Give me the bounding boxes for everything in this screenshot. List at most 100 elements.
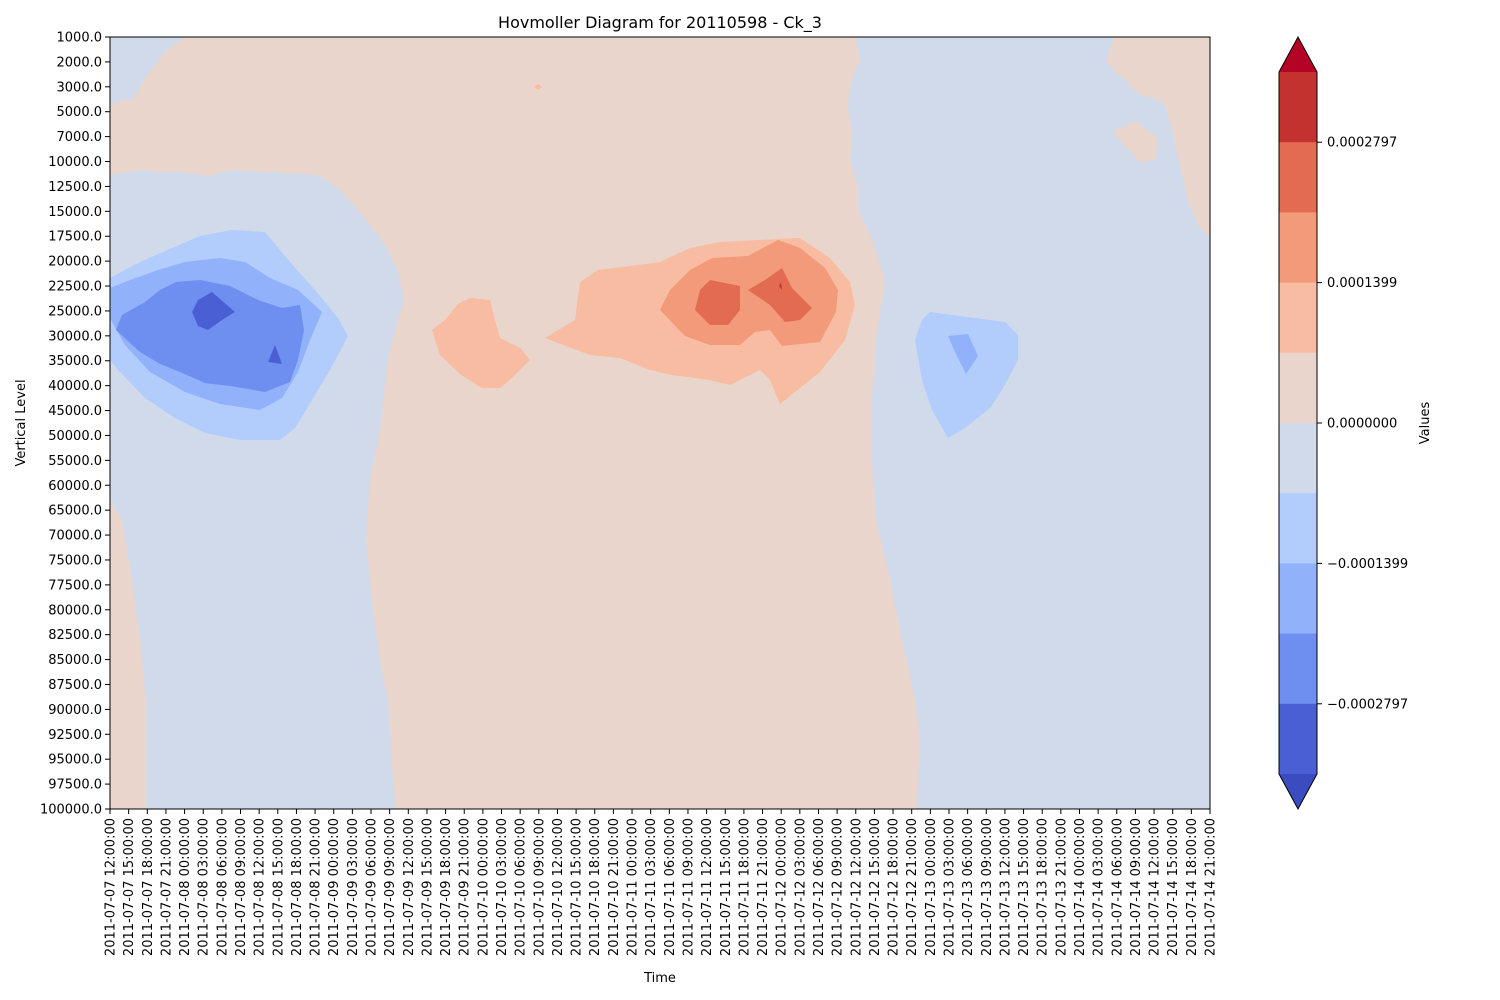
colorbar-tick-label: 0.0001399 (1327, 276, 1397, 291)
x-tick-label: 2011-07-14 12:00:00 (1148, 818, 1163, 956)
x-tick-label: 2011-07-13 00:00:00 (924, 818, 939, 956)
y-tick-label: 12500.0 (48, 180, 102, 195)
y-tick-label: 25000.0 (48, 304, 102, 319)
y-tick-label: 7000.0 (57, 130, 103, 145)
x-tick-label: 2011-07-09 18:00:00 (439, 818, 454, 956)
x-tick-label: 2011-07-13 06:00:00 (961, 818, 976, 956)
colorbar-outline (1278, 35, 1318, 811)
x-tick-label: 2011-07-10 18:00:00 (588, 818, 603, 956)
y-tick-label: 40000.0 (48, 379, 102, 394)
y-tick-label: 87500.0 (48, 678, 102, 693)
x-tick-label: 2011-07-11 12:00:00 (700, 818, 715, 956)
x-tick-label: 2011-07-10 03:00:00 (495, 818, 510, 956)
x-axis-label: Time (643, 971, 676, 986)
y-tick-label: 15000.0 (48, 205, 102, 220)
x-tick-label: 2011-07-12 18:00:00 (887, 818, 902, 956)
colorbar-segment (1279, 352, 1317, 424)
contour-band-slightly-positive-center (128, 37, 920, 809)
colorbar-extend-low (1279, 774, 1317, 809)
y-tick-label: 75000.0 (48, 553, 102, 568)
x-tick-label: 2011-07-14 21:00:00 (1204, 818, 1219, 956)
contour-band-positive-3-left (695, 280, 740, 325)
y-tick-label: 45000.0 (48, 404, 102, 419)
y-axis: 1000.0 2000.0 3000.0 5000.0 7000.0 10000.0 125… (40, 31, 110, 818)
y-tick-label: 17500.0 (48, 230, 102, 245)
plot-frame (109, 36, 1211, 810)
x-tick-label: 2011-07-14 15:00:00 (1166, 818, 1181, 956)
x-tick-label: 2011-07-11 09:00:00 (681, 818, 696, 956)
x-tick-label: 2011-07-08 00:00:00 (178, 818, 193, 956)
x-tick-label: 2011-07-09 03:00:00 (346, 818, 361, 956)
x-tick-label: 2011-07-08 06:00:00 (215, 818, 230, 956)
y-tick-label: 92500.0 (48, 728, 102, 743)
colorbar-extend-high (1279, 37, 1317, 72)
x-tick-label: 2011-07-09 12:00:00 (402, 818, 417, 956)
x-tick-label: 2011-07-07 21:00:00 (159, 818, 174, 956)
x-tick-label: 2011-07-10 09:00:00 (532, 818, 547, 956)
x-tick-label: 2011-07-10 06:00:00 (514, 818, 529, 956)
x-tick-label: 2011-07-10 12:00:00 (551, 818, 566, 956)
contour-band-positive-1-dot (534, 84, 542, 90)
contour-band-negative-3 (116, 280, 304, 392)
y-tick-label: 50000.0 (48, 429, 102, 444)
x-tick-label: 2011-07-13 21:00:00 (1054, 818, 1069, 956)
colorbar: 0.0002797 0.0001399 0.0000000 −0.0001399 −0.… (1278, 35, 1408, 811)
colorbar-tick-label: −0.0002797 (1327, 697, 1408, 712)
x-tick-label: 2011-07-08 21:00:00 (309, 818, 324, 956)
y-tick-label: 5000.0 (57, 105, 103, 120)
colorbar-segment (1279, 703, 1317, 775)
contour-plot-area (110, 37, 1210, 809)
colorbar-segment (1279, 142, 1317, 213)
x-tick-label: 2011-07-10 00:00:00 (476, 818, 491, 956)
x-tick-label: 2011-07-10 15:00:00 (570, 818, 585, 956)
x-tick-label: 2011-07-12 06:00:00 (812, 818, 827, 956)
colorbar-label: Values (1418, 402, 1433, 445)
y-tick-label: 90000.0 (48, 703, 102, 718)
x-tick-label: 2011-07-11 18:00:00 (737, 818, 752, 956)
y-tick-label: 100000.0 (40, 803, 102, 818)
x-tick-label: 2011-07-11 03:00:00 (644, 818, 659, 956)
y-tick-label: 30000.0 (48, 329, 102, 344)
y-tick-label: 77500.0 (48, 578, 102, 593)
x-tick-label: 2011-07-07 15:00:00 (122, 818, 137, 956)
x-tick-label: 2011-07-08 15:00:00 (271, 818, 286, 956)
x-tick-label: 2011-07-12 09:00:00 (831, 818, 846, 956)
x-tick-label: 2011-07-11 21:00:00 (756, 818, 771, 956)
x-tick-label: 2011-07-08 12:00:00 (253, 818, 268, 956)
colorbar-tick-label: 0.0002797 (1327, 136, 1397, 151)
x-tick-label: 2011-07-12 12:00:00 (849, 818, 864, 956)
x-tick-label: 2011-07-13 18:00:00 (1036, 818, 1051, 956)
x-tick-label: 2011-07-09 00:00:00 (327, 818, 342, 956)
contour-band-slightly-positive-right (1106, 37, 1210, 238)
contour-band-negative-4-small (268, 345, 282, 364)
colorbar-segment (1279, 423, 1317, 494)
x-tick-label: 2011-07-08 09:00:00 (234, 818, 249, 956)
x-tick-label: 2011-07-09 09:00:00 (383, 818, 398, 956)
contour-band-slightly-positive-top-left (110, 100, 140, 175)
colorbar-segment (1279, 633, 1317, 705)
x-tick-label: 2011-07-07 12:00:00 (104, 818, 119, 956)
x-axis: 2011-07-07 12:00:00 2011-07-07 15:00:00 20… (104, 809, 1219, 956)
contour-band-slightly-positive-bottom-left (110, 500, 146, 809)
colorbar-tick-label: −0.0001399 (1327, 557, 1408, 572)
y-tick-label: 1000.0 (57, 31, 103, 46)
x-tick-label: 2011-07-13 15:00:00 (1017, 818, 1032, 956)
contour-band-negative-4 (192, 292, 235, 330)
x-tick-label: 2011-07-12 00:00:00 (775, 818, 790, 956)
x-tick-label: 2011-07-08 18:00:00 (290, 818, 305, 956)
x-tick-label: 2011-07-09 06:00:00 (365, 818, 380, 956)
contour-band-positive-4-dot (779, 282, 782, 290)
y-tick-label: 55000.0 (48, 454, 102, 469)
y-tick-label: 70000.0 (48, 529, 102, 544)
y-tick-label: 80000.0 (48, 603, 102, 618)
y-tick-label: 95000.0 (48, 753, 102, 768)
x-tick-label: 2011-07-12 21:00:00 (905, 818, 920, 956)
y-tick-label: 82500.0 (48, 628, 102, 643)
x-tick-label: 2011-07-11 06:00:00 (663, 818, 678, 956)
y-tick-label: 65000.0 (48, 504, 102, 519)
colorbar-segment (1279, 282, 1317, 354)
colorbar-tick-label: 0.0000000 (1327, 417, 1397, 432)
contour-band-slightly-positive-right-blob (1112, 121, 1158, 162)
y-tick-label: 20000.0 (48, 255, 102, 270)
y-axis-label: Vertical Level (14, 379, 29, 466)
